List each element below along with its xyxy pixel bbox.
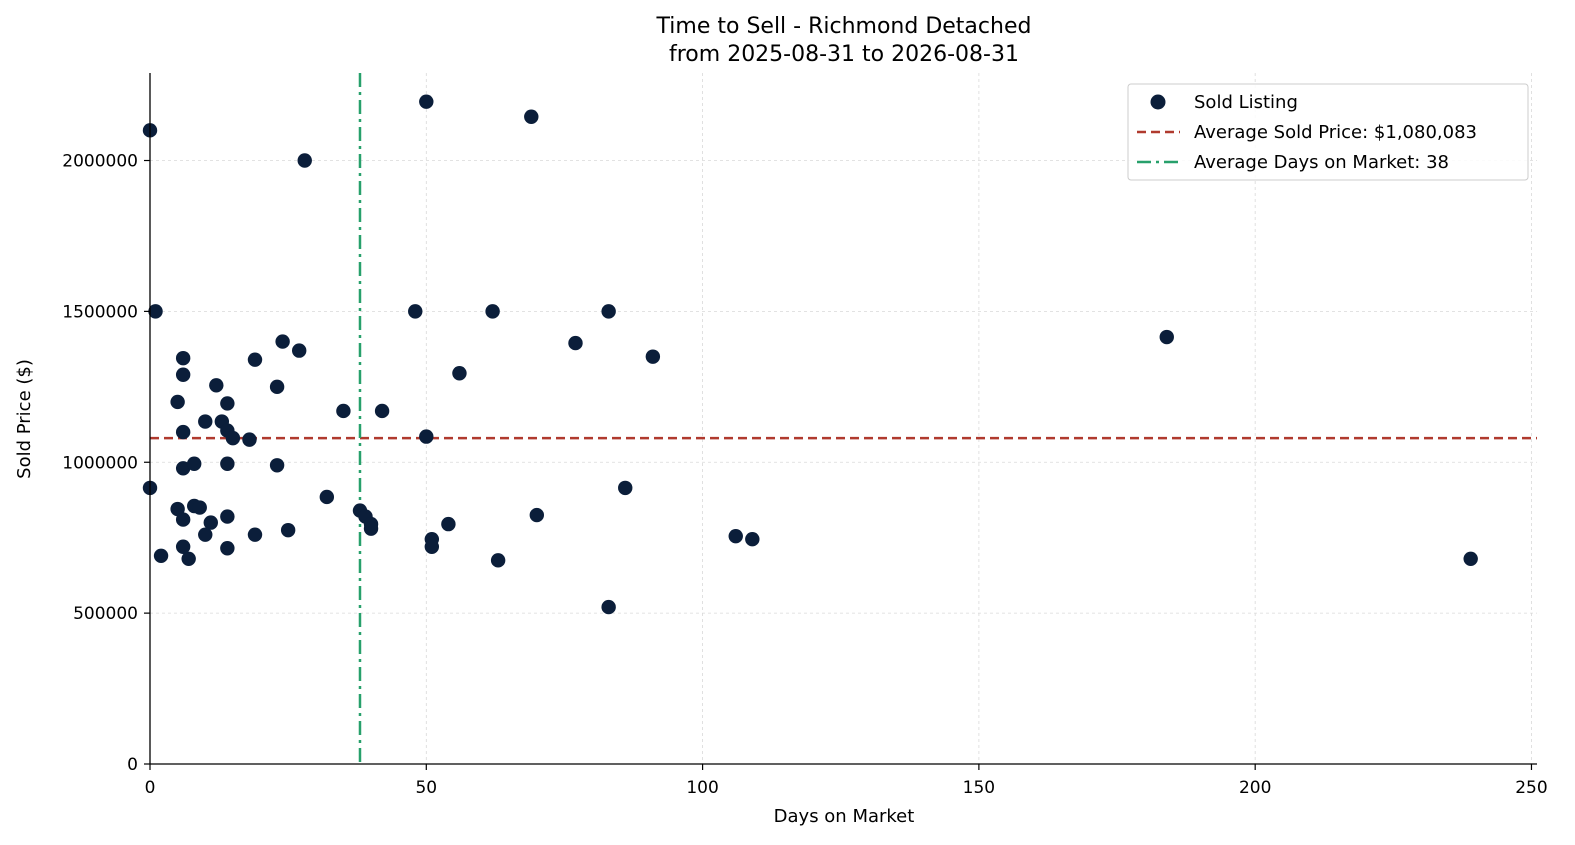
legend-label-avg-days: Average Days on Market: 38 bbox=[1194, 152, 1449, 173]
legend: Sold Listing Average Sold Price: $1,080,… bbox=[1127, 83, 1529, 181]
data-point bbox=[275, 334, 290, 349]
y-tick-label: 2000000 bbox=[62, 152, 138, 172]
data-point bbox=[601, 599, 616, 615]
data-point bbox=[363, 521, 379, 536]
data-point bbox=[618, 480, 633, 496]
data-point bbox=[441, 516, 456, 532]
data-point bbox=[175, 367, 191, 382]
data-point bbox=[745, 531, 760, 547]
data-point bbox=[419, 94, 434, 109]
data-point bbox=[408, 304, 423, 319]
data-point bbox=[175, 461, 191, 476]
data-point bbox=[291, 343, 307, 358]
data-point bbox=[452, 366, 467, 381]
data-point bbox=[220, 509, 235, 524]
data-point bbox=[297, 153, 312, 168]
data-point bbox=[269, 458, 285, 473]
data-point bbox=[220, 396, 235, 411]
chart-subtitle: from 2025-08-31 to 2026-08-31 bbox=[669, 42, 1019, 67]
data-point bbox=[424, 539, 440, 554]
data-point bbox=[247, 527, 263, 542]
data-point bbox=[175, 424, 191, 440]
y-tick-label: 1000000 bbox=[62, 453, 138, 473]
data-point bbox=[209, 378, 224, 393]
data-point bbox=[336, 403, 351, 419]
data-point bbox=[175, 512, 191, 527]
data-point bbox=[170, 394, 185, 410]
x-tick-label: 50 bbox=[415, 778, 437, 798]
data-point bbox=[192, 500, 207, 515]
y-tick-label: 500000 bbox=[73, 604, 138, 624]
data-point bbox=[247, 352, 263, 367]
data-point bbox=[187, 456, 202, 471]
data-point bbox=[225, 430, 241, 446]
data-point bbox=[175, 539, 191, 554]
data-point bbox=[529, 507, 545, 523]
legend-box bbox=[1127, 83, 1529, 181]
data-point bbox=[601, 304, 616, 319]
data-point bbox=[203, 515, 218, 530]
y-axis-label: Sold Price ($) bbox=[14, 359, 35, 479]
data-point bbox=[319, 489, 335, 505]
data-point bbox=[485, 304, 500, 319]
data-point bbox=[181, 551, 196, 567]
data-point bbox=[198, 414, 213, 429]
y-tick-label: 0 bbox=[127, 755, 138, 775]
chart-title: Time to Sell - Richmond Detached bbox=[656, 14, 1032, 39]
data-point bbox=[220, 541, 235, 556]
legend-label-sold-listing: Sold Listing bbox=[1194, 92, 1298, 113]
data-point bbox=[170, 501, 185, 517]
x-axis-label: Days on Market bbox=[774, 806, 915, 827]
data-point bbox=[524, 109, 539, 124]
x-tick-label: 250 bbox=[1515, 778, 1547, 798]
data-point bbox=[153, 548, 169, 563]
x-tick-label: 100 bbox=[686, 778, 718, 798]
reference-lines bbox=[150, 73, 1537, 764]
data-point bbox=[148, 304, 163, 319]
legend-label-avg-price: Average Sold Price: $1,080,083 bbox=[1194, 122, 1477, 143]
x-tick-label: 200 bbox=[1239, 778, 1271, 798]
y-tick-label: 1500000 bbox=[62, 302, 138, 322]
data-point bbox=[220, 456, 235, 471]
data-point bbox=[568, 335, 583, 351]
data-point bbox=[1159, 329, 1174, 345]
data-point bbox=[419, 429, 434, 444]
data-point bbox=[175, 350, 191, 366]
data-points bbox=[142, 94, 1478, 615]
data-point bbox=[374, 403, 390, 419]
data-point bbox=[198, 527, 213, 542]
data-point bbox=[490, 553, 506, 568]
x-tick-label: 150 bbox=[963, 778, 995, 798]
data-point bbox=[280, 522, 296, 538]
axes bbox=[149, 73, 1537, 765]
ticks: 0 50 100 150 200 250 0 500000 1000000 1500000 2000… bbox=[62, 152, 1547, 798]
data-point bbox=[269, 379, 285, 395]
data-point bbox=[242, 432, 257, 447]
legend-marker-sold-listing bbox=[1150, 94, 1166, 110]
data-point bbox=[728, 528, 743, 544]
x-tick-label: 0 bbox=[145, 778, 156, 798]
data-point bbox=[1463, 551, 1478, 567]
data-point bbox=[645, 349, 661, 364]
